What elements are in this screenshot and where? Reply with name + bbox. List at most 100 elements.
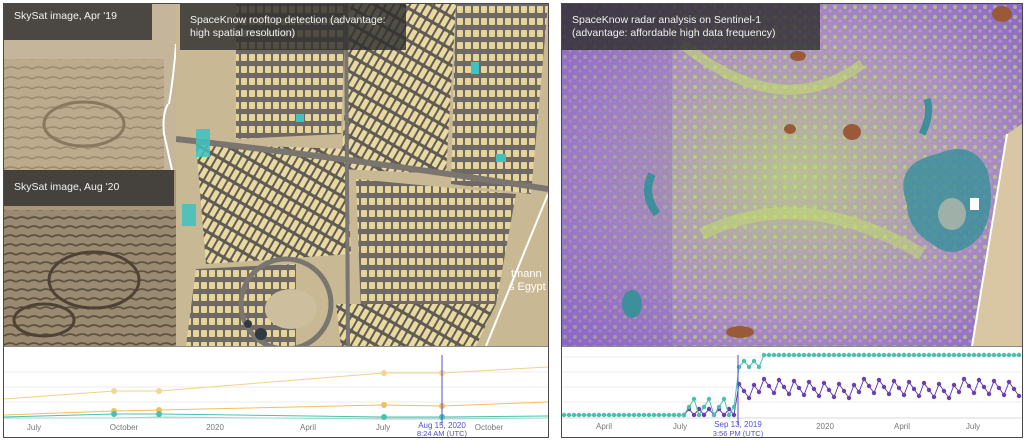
radar-timeline-point[interactable] bbox=[926, 352, 932, 358]
radar-timeline-point[interactable] bbox=[891, 378, 897, 384]
radar-timeline-point[interactable] bbox=[761, 352, 767, 358]
radar-timeline-point[interactable] bbox=[562, 412, 567, 418]
radar-timeline-point[interactable] bbox=[611, 412, 617, 418]
radar-timeline-point[interactable] bbox=[746, 364, 752, 370]
radar-timeline-point[interactable] bbox=[971, 390, 977, 396]
radar-timeline-point[interactable] bbox=[776, 377, 782, 383]
radar-timeline-point[interactable] bbox=[791, 378, 797, 384]
radar-timeline-point[interactable] bbox=[876, 352, 882, 358]
radar-timeline-point[interactable] bbox=[861, 376, 867, 382]
radar-timeline-point[interactable] bbox=[816, 352, 822, 358]
radar-timeline-point[interactable] bbox=[801, 392, 807, 398]
radar-timeline-point[interactable] bbox=[811, 352, 817, 358]
radar-timeline-point[interactable] bbox=[911, 352, 917, 358]
radar-timeline-point[interactable] bbox=[921, 380, 927, 386]
radar-timeline-point[interactable] bbox=[796, 352, 802, 358]
radar-timeline-point[interactable] bbox=[986, 352, 992, 358]
radar-timeline-point[interactable] bbox=[1016, 352, 1022, 358]
radar-timeline-point[interactable] bbox=[951, 352, 957, 358]
radar-timeline-point[interactable] bbox=[931, 352, 937, 358]
radar-timeline-point[interactable] bbox=[721, 396, 727, 402]
radar-timeline-point[interactable] bbox=[796, 385, 802, 391]
radar-timeline-point[interactable] bbox=[966, 352, 972, 358]
radar-timeline-point[interactable] bbox=[571, 412, 577, 418]
radar-timeline-point[interactable] bbox=[616, 412, 622, 418]
radar-timeline-point[interactable] bbox=[976, 352, 982, 358]
radar-timeline-point[interactable] bbox=[881, 352, 887, 358]
radar-timeline-point[interactable] bbox=[941, 388, 947, 394]
radar-timeline-point[interactable] bbox=[856, 389, 862, 395]
radar-timeline-point[interactable] bbox=[676, 412, 682, 418]
radar-timeline-point[interactable] bbox=[731, 404, 737, 410]
radar-timeline-point[interactable] bbox=[891, 352, 897, 358]
radar-timeline-point[interactable] bbox=[741, 358, 747, 364]
radar-timeline-point[interactable] bbox=[896, 385, 902, 391]
left-timeline-point[interactable] bbox=[111, 411, 117, 417]
radar-timeline-point[interactable] bbox=[581, 412, 587, 418]
radar-timeline-point[interactable] bbox=[621, 412, 627, 418]
radar-timeline-point[interactable] bbox=[916, 393, 922, 399]
radar-timeline-point[interactable] bbox=[901, 352, 907, 358]
radar-timeline-point[interactable] bbox=[936, 381, 942, 387]
radar-timeline-point[interactable] bbox=[776, 352, 782, 358]
radar-timeline-point[interactable] bbox=[686, 404, 692, 410]
radar-timeline-point[interactable] bbox=[846, 395, 852, 401]
radar-timeline-point[interactable] bbox=[821, 352, 827, 358]
left-timeline-point[interactable] bbox=[381, 414, 387, 420]
radar-timeline-point[interactable] bbox=[601, 412, 607, 418]
radar-timeline-point[interactable] bbox=[981, 352, 987, 358]
radar-timeline-point[interactable] bbox=[636, 412, 642, 418]
radar-timeline-point[interactable] bbox=[926, 387, 932, 393]
radar-timeline-point[interactable] bbox=[1001, 352, 1007, 358]
radar-timeline-point[interactable] bbox=[631, 412, 637, 418]
radar-timeline-point[interactable] bbox=[871, 352, 877, 358]
radar-timeline-point[interactable] bbox=[1011, 352, 1017, 358]
radar-timeline-point[interactable] bbox=[886, 391, 892, 397]
radar-timeline-point[interactable] bbox=[566, 412, 572, 418]
radar-timeline-point[interactable] bbox=[961, 376, 967, 382]
radar-timeline-point[interactable] bbox=[771, 352, 777, 358]
radar-timeline-point[interactable] bbox=[871, 390, 877, 396]
radar-timeline-point[interactable] bbox=[911, 386, 917, 392]
radar-timeline-point[interactable] bbox=[991, 378, 997, 384]
radar-timeline-point[interactable] bbox=[826, 352, 832, 358]
radar-timeline-point[interactable] bbox=[936, 352, 942, 358]
radar-timeline-point[interactable] bbox=[806, 352, 812, 358]
radar-timeline-point[interactable] bbox=[706, 406, 712, 412]
radar-timeline-point[interactable] bbox=[756, 364, 762, 370]
radar-timeline-point[interactable] bbox=[741, 388, 747, 394]
radar-timeline-point[interactable] bbox=[916, 352, 922, 358]
radar-timeline-point[interactable] bbox=[996, 385, 1002, 391]
radar-timeline-point[interactable] bbox=[946, 395, 952, 401]
radar-timeline-point[interactable] bbox=[846, 352, 852, 358]
radar-timeline-point[interactable] bbox=[701, 412, 707, 418]
radar-timeline-point[interactable] bbox=[876, 377, 882, 383]
radar-timeline-point[interactable] bbox=[966, 383, 972, 389]
radar-timeline-point[interactable] bbox=[1011, 386, 1017, 392]
radar-timeline-point[interactable] bbox=[861, 352, 867, 358]
radar-timeline-point[interactable] bbox=[1016, 393, 1022, 399]
radar-timeline-point[interactable] bbox=[591, 412, 597, 418]
radar-timeline-point[interactable] bbox=[941, 352, 947, 358]
left-timeline-point[interactable] bbox=[156, 411, 162, 417]
radar-timeline-point[interactable] bbox=[931, 394, 937, 400]
radar-timeline-point[interactable] bbox=[656, 412, 662, 418]
radar-timeline-point[interactable] bbox=[836, 352, 842, 358]
radar-timeline-point[interactable] bbox=[976, 377, 982, 383]
radar-timeline-point[interactable] bbox=[781, 352, 787, 358]
radar-timeline-point[interactable] bbox=[831, 394, 837, 400]
radar-timeline-point[interactable] bbox=[906, 352, 912, 358]
radar-timeline-point[interactable] bbox=[851, 352, 857, 358]
radar-timeline-point[interactable] bbox=[1006, 379, 1012, 385]
radar-timeline-point[interactable] bbox=[841, 388, 847, 394]
radar-timeline-point[interactable] bbox=[956, 389, 962, 395]
radar-timeline-point[interactable] bbox=[786, 352, 792, 358]
left-timeline-point[interactable] bbox=[156, 388, 162, 394]
right-timeline[interactable]: April July 2020 April July Sep 13, 2019 … bbox=[562, 346, 1022, 437]
radar-timeline-point[interactable] bbox=[946, 352, 952, 358]
radar-timeline-point[interactable] bbox=[906, 379, 912, 385]
radar-timeline-point[interactable] bbox=[1006, 352, 1012, 358]
radar-timeline-point[interactable] bbox=[596, 412, 602, 418]
radar-timeline-point[interactable] bbox=[866, 383, 872, 389]
radar-timeline-point[interactable] bbox=[836, 381, 842, 387]
